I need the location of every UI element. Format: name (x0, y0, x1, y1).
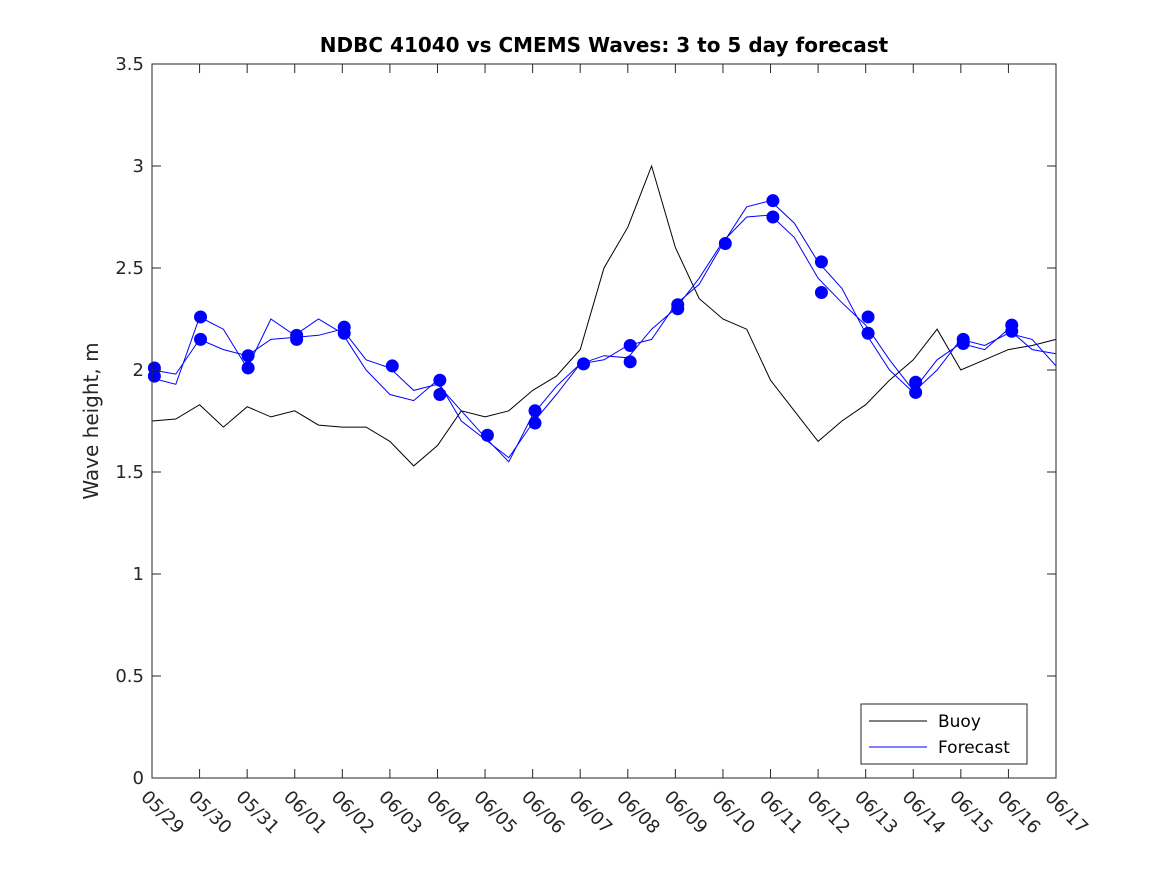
forecast-marker (766, 210, 780, 224)
y-tick-label: 1 (133, 564, 144, 585)
forecast-marker (290, 332, 304, 346)
forecast-marker (385, 359, 399, 373)
legend: Buoy Forecast (860, 703, 1028, 765)
y-tick-label: 1.5 (115, 462, 144, 483)
forecast-marker (909, 385, 923, 399)
buoy-series-line (151, 164, 1057, 467)
forecast-marker (909, 375, 923, 389)
y-tick-label: 3.5 (115, 54, 144, 75)
forecast-marker (861, 326, 875, 340)
forecast-marker (241, 361, 255, 375)
legend-label-buoy: Buoy (938, 712, 981, 732)
forecast-marker (577, 357, 591, 371)
forecast-marker (1005, 324, 1019, 338)
chart-title: NDBC 41040 vs CMEMS Waves: 3 to 5 day fo… (320, 33, 889, 57)
plot-area (147, 164, 1057, 467)
legend-box (860, 703, 1028, 765)
forecast-marker (623, 339, 637, 353)
y-tick-label: 3 (133, 156, 144, 177)
forecast-marker (480, 428, 494, 442)
forecast-marker (337, 326, 351, 340)
legend-label-forecast: Forecast (938, 738, 1010, 758)
forecast-marker (956, 336, 970, 350)
forecast-marker (718, 237, 732, 251)
forecast-series-line (151, 200, 1057, 459)
y-tick-label: 2.5 (115, 258, 144, 279)
forecast-marker (241, 349, 255, 363)
forecast-marker (194, 310, 208, 324)
forecast-marker (433, 373, 447, 387)
forecast-marker (433, 387, 447, 401)
forecast-marker (766, 194, 780, 208)
axes-box (151, 63, 1057, 779)
forecast-marker (528, 416, 542, 430)
forecast-marker (623, 355, 637, 369)
forecast-marker (194, 332, 208, 346)
y-tick-label: 0 (133, 768, 144, 789)
marker-layer (147, 194, 1019, 442)
forecast-marker (861, 310, 875, 324)
y-tick-label: 0.5 (115, 666, 144, 687)
forecast-marker (147, 369, 161, 383)
y-tick-label: 2 (133, 360, 144, 381)
forecast-marker (814, 255, 828, 269)
y-axis-ticks: 0 0.5 1 1.5 2 2.5 3 3.5 (115, 54, 1056, 789)
y-axis-label: Wave height, m (79, 342, 103, 499)
forecast-marker (671, 302, 685, 316)
forecast-marker (814, 285, 828, 299)
forecast-marker (528, 404, 542, 418)
